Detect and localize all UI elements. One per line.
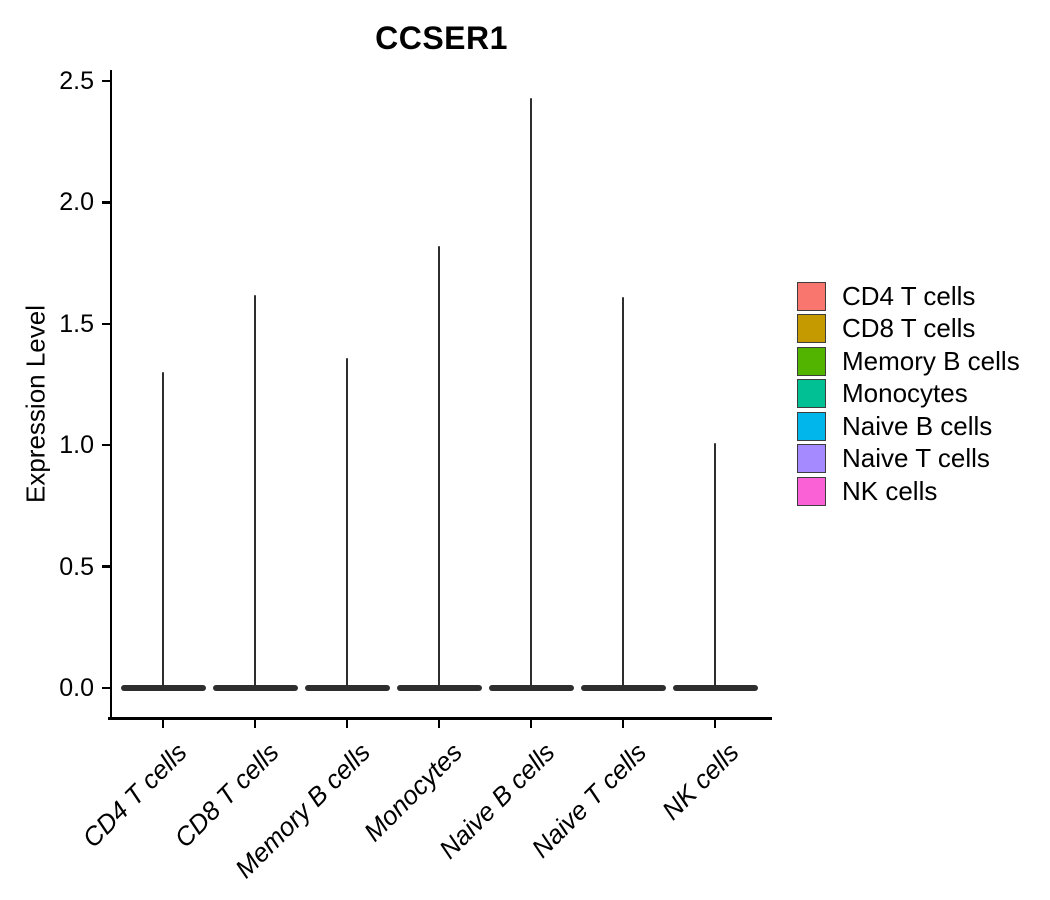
legend-item-label: Monocytes <box>842 378 968 408</box>
violin-spike <box>713 442 717 688</box>
x-tick-mark <box>161 719 165 728</box>
y-tick-label: 1.5 <box>59 309 94 338</box>
legend-item: Naive T cells <box>797 443 1020 474</box>
legend-color-swatch <box>797 379 826 408</box>
legend-color-swatch <box>797 281 826 311</box>
y-tick-label: 0.5 <box>59 552 94 581</box>
violin-spike <box>529 97 533 688</box>
legend-item: Memory B cells <box>797 346 1020 376</box>
y-tick-label: 0.0 <box>59 674 94 702</box>
legend-item-label: Memory B cells <box>842 345 1020 376</box>
legend-item-label: Naive T cells <box>842 443 990 473</box>
y-tick-label: 2.5 <box>59 67 94 95</box>
x-tick-mark <box>621 719 625 728</box>
legend-item-label: NK cells <box>842 475 938 506</box>
y-tick-label: 1.0 <box>59 431 94 460</box>
legend-item-label: Naive B cells <box>842 410 993 441</box>
plot-title: CCSER1 <box>375 20 508 56</box>
violin-base <box>672 685 758 691</box>
x-axis-line <box>108 717 772 720</box>
violin-spike <box>437 246 441 688</box>
legend-item: Monocytes <box>797 378 1020 409</box>
violin-spike <box>621 297 625 688</box>
legend-color-swatch <box>797 346 826 376</box>
violin-base <box>488 685 574 691</box>
legend-color-swatch <box>797 476 826 506</box>
violin-base <box>304 685 390 691</box>
x-tick-mark <box>345 719 349 728</box>
x-tick-label: NK cells <box>655 737 745 826</box>
y-tick-label: 2.0 <box>59 188 94 217</box>
legend-color-swatch <box>797 314 826 343</box>
legend-color-swatch <box>797 444 826 473</box>
x-tick-mark <box>253 719 257 728</box>
legend-item-label: CD8 T cells <box>842 313 976 343</box>
violin-base <box>580 685 666 691</box>
violin-spike <box>161 372 165 688</box>
violin-base <box>212 685 298 691</box>
violin-base <box>396 685 482 691</box>
x-tick-mark <box>437 719 441 728</box>
violin-spike <box>345 357 349 688</box>
y-axis-line <box>109 70 112 720</box>
legend-item: Naive B cells <box>797 411 1020 441</box>
y-tick-mark <box>101 686 111 690</box>
legend-item: NK cells <box>797 476 1020 506</box>
violin-base <box>120 685 206 691</box>
y-tick-mark <box>101 201 111 204</box>
legend: CD4 T cells CD8 T cells Memory B cells Mono… <box>797 281 1020 506</box>
x-tick-mark <box>529 719 533 728</box>
legend-item: CD8 T cells <box>797 313 1020 344</box>
y-tick-mark <box>101 565 111 568</box>
legend-color-swatch <box>797 411 826 441</box>
y-tick-mark <box>101 443 111 447</box>
legend-item-label: CD4 T cells <box>842 280 976 311</box>
x-tick-mark <box>713 719 717 728</box>
legend-item: CD4 T cells <box>797 281 1020 311</box>
violin-spike <box>253 294 257 688</box>
y-tick-mark <box>101 322 111 326</box>
y-tick-mark <box>101 79 111 83</box>
